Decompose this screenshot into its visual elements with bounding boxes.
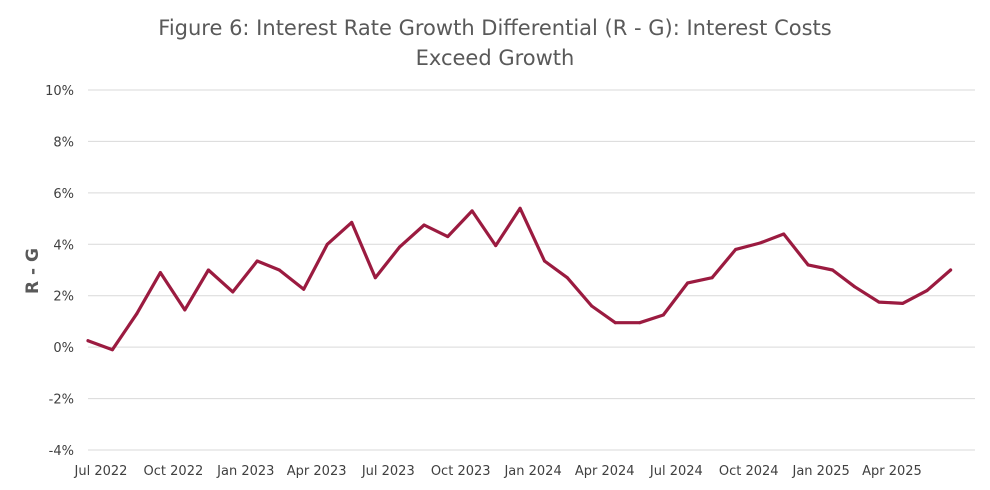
data-point: [565, 276, 569, 280]
data-point: [590, 304, 594, 308]
x-tick-label: Oct 2023: [431, 464, 491, 479]
y-tick-label: 10%: [45, 84, 74, 99]
data-point: [613, 321, 617, 325]
x-tick-label: Jul 2022: [74, 464, 128, 479]
data-point: [853, 285, 857, 289]
data-point: [373, 276, 377, 280]
data-point: [494, 244, 498, 248]
x-tick-label: Jan 2023: [216, 464, 274, 479]
data-point: [925, 289, 929, 293]
data-point: [758, 241, 762, 245]
chart-title-line-1: Figure 6: Interest Rate Growth Different…: [158, 16, 831, 40]
y-tick-label: 2%: [53, 290, 74, 305]
y-tick-label: 8%: [53, 135, 74, 150]
data-point: [183, 308, 187, 312]
x-tick-label: Jan 2025: [792, 464, 850, 479]
data-point: [325, 242, 329, 246]
data-point: [350, 220, 354, 224]
y-axis-label: R - G: [23, 248, 43, 294]
data-point: [470, 209, 474, 213]
x-axis: Jul 2022 Oct 2022 Jan 2023 Apr 2023 Jul 2023…: [74, 464, 922, 479]
data-point: [518, 206, 522, 210]
y-tick-label: 4%: [53, 238, 74, 253]
data-point: [710, 276, 714, 280]
data-point: [734, 247, 738, 251]
data-point: [638, 321, 642, 325]
chart-title: Figure 6: Interest Rate Growth Different…: [158, 16, 831, 70]
x-tick-label: Jan 2024: [503, 464, 561, 479]
series-points: [86, 206, 953, 352]
data-point: [206, 268, 210, 272]
x-tick-label: Jul 2024: [649, 464, 703, 479]
data-point: [255, 259, 259, 263]
chart-title-line-2: Exceed Growth: [416, 46, 575, 70]
data-point: [806, 263, 810, 267]
x-tick-label: Oct 2024: [719, 464, 779, 479]
data-point: [398, 245, 402, 249]
x-tick-label: Apr 2024: [575, 464, 635, 479]
data-point: [110, 348, 114, 352]
data-point: [277, 268, 281, 272]
y-tick-label: 6%: [53, 187, 74, 202]
data-point: [782, 232, 786, 236]
data-point: [231, 290, 235, 294]
data-point: [661, 313, 665, 317]
data-point: [901, 301, 905, 305]
y-tick-label: -2%: [49, 393, 74, 408]
data-point: [302, 287, 306, 291]
data-point: [86, 339, 90, 343]
data-point: [686, 281, 690, 285]
data-point: [422, 223, 426, 227]
y-tick-label: 0%: [53, 341, 74, 356]
gridlines: [88, 89, 975, 451]
x-tick-label: Jul 2023: [361, 464, 415, 479]
y-tick-label: -4%: [49, 444, 74, 459]
x-tick-label: Apr 2023: [287, 464, 347, 479]
data-point: [446, 235, 450, 239]
data-point: [949, 268, 953, 272]
data-point: [831, 268, 834, 272]
data-point: [135, 312, 139, 316]
series-group: [86, 206, 953, 352]
data-point: [158, 271, 162, 275]
x-tick-label: Oct 2022: [144, 464, 204, 479]
data-point: [543, 259, 546, 263]
x-tick-label: Apr 2025: [862, 464, 922, 479]
y-axis: -4% -2% 0% 2% 4% 6% 8% 10%: [45, 84, 74, 459]
data-point: [877, 300, 881, 304]
series-line-1: [86, 206, 953, 352]
